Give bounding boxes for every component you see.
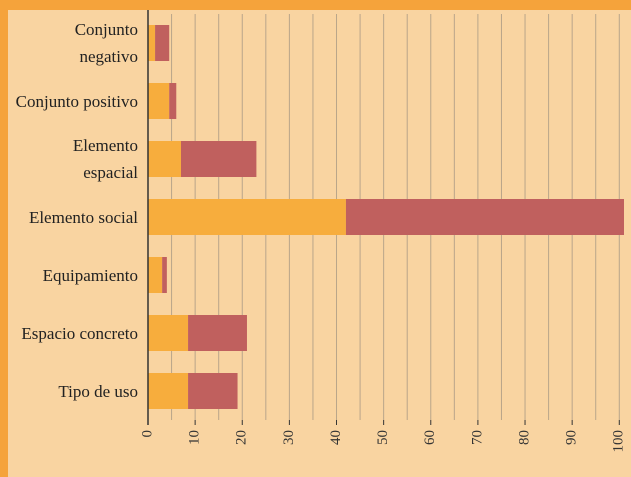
chart-panel [8, 10, 631, 477]
bar-segment [180, 141, 257, 177]
y-tick-label: Equipamiento [42, 265, 138, 285]
bar-segment [188, 315, 247, 351]
bar-segment [148, 83, 170, 119]
x-tick-label: 90 [564, 430, 580, 445]
bar-segment [345, 199, 624, 235]
y-tick-label: Espacio concreto [21, 323, 138, 343]
bar-segment [155, 25, 170, 61]
y-tick-label: Conjunto positivo [15, 91, 138, 111]
bar-segment [148, 315, 189, 351]
bar-segment [148, 25, 156, 61]
bar-segment [188, 373, 238, 409]
bar-segment [148, 373, 189, 409]
bar-segment [148, 141, 181, 177]
y-tick-label: Elemento social [28, 207, 138, 227]
y-tick-label: Tipo de uso [58, 381, 138, 401]
bar-segment [169, 83, 177, 119]
bar-segment [148, 257, 163, 293]
x-tick-label: 20 [234, 430, 250, 445]
x-tick-label: 30 [281, 430, 297, 445]
x-tick-label: 100 [611, 430, 627, 453]
x-tick-label: 10 [187, 430, 203, 445]
x-tick-label: 70 [469, 430, 485, 445]
y-tick-label: Elemento espacial [72, 136, 138, 182]
x-tick-label: 40 [328, 430, 344, 445]
x-tick-label: 80 [516, 430, 532, 445]
x-tick-label: 50 [375, 430, 391, 445]
y-tick-label: Conjunto negativo [74, 20, 138, 66]
x-tick-label: 0 [139, 430, 155, 438]
bar-segment [148, 199, 346, 235]
x-tick-label: 60 [422, 430, 438, 445]
bar-segment [162, 257, 167, 293]
